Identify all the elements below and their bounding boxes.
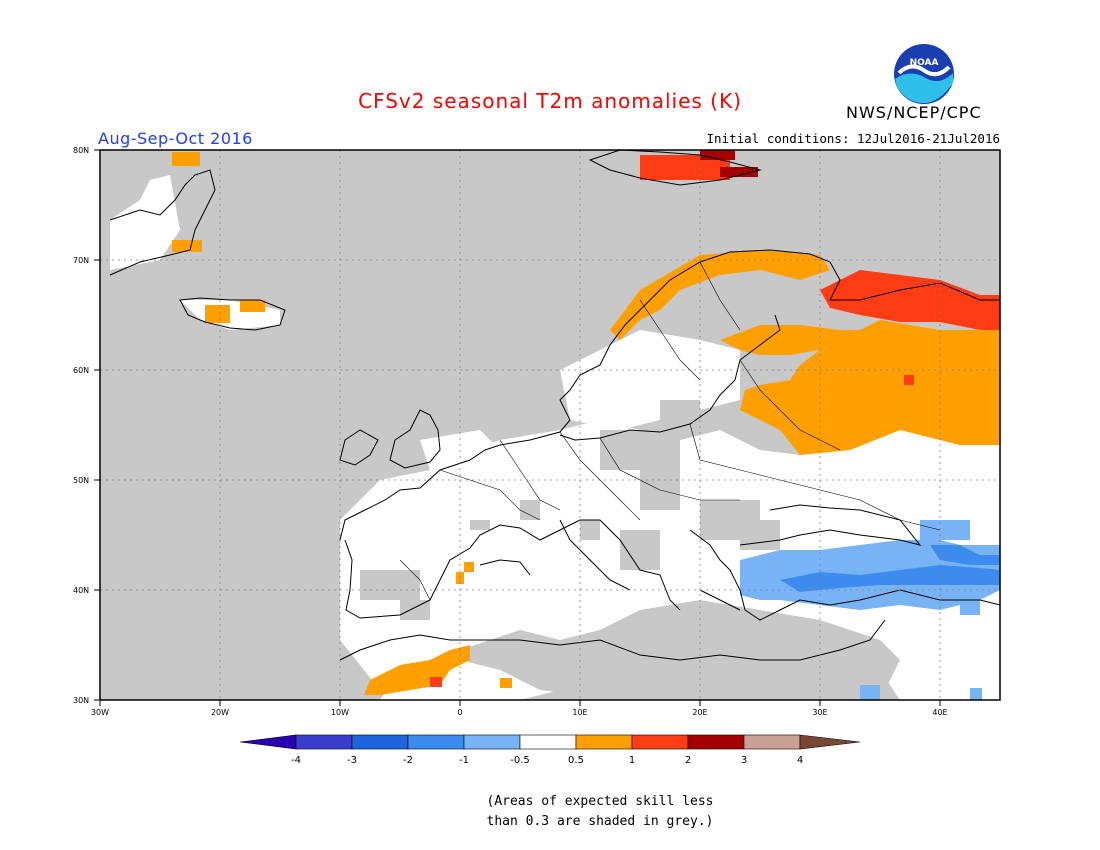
colorbar-label: -1 (459, 755, 469, 766)
colorbar-segment-2 (351, 734, 409, 750)
warm-anomaly-darkred (700, 150, 758, 177)
colorbar-label: -2 (403, 755, 413, 766)
coastlines (109, 149, 1001, 661)
tick-marks (94, 149, 941, 706)
colorbar-label: -0.5 (510, 755, 530, 766)
lon-label-0: 0 (457, 708, 462, 717)
colorbar-segment-5 (519, 734, 577, 750)
lat-label-80: 80N (73, 146, 89, 155)
cool-anomaly-blue (780, 545, 1000, 592)
colorbar-label: 4 (797, 755, 803, 766)
colorbar-label: 1 (629, 755, 635, 766)
warm-anomaly-red (430, 155, 1000, 687)
grey-patches (340, 400, 900, 700)
skill-footnote: (Areas of expected skill less than 0.3 a… (460, 792, 740, 832)
lon-label-30e: 30E (812, 708, 827, 717)
lon-label-10e: 10E (572, 708, 587, 717)
noaa-logo-text: NOAA (910, 58, 939, 68)
colorbar-labels: -4 -3 -2 -1 -0.5 0.5 1 2 3 4 (291, 755, 803, 766)
lon-label-40e: 40E (932, 708, 947, 717)
season-label: Aug-Sep-Oct 2016 (98, 129, 253, 148)
colorbar-label: -4 (291, 755, 301, 766)
colorbar-segment-9 (743, 734, 801, 750)
map-frame (99, 149, 1001, 701)
noaa-logo: NOAA (894, 44, 954, 104)
lat-label-40: 40N (73, 586, 89, 595)
lon-label-30w: 30W (91, 708, 109, 717)
colorbar-label: 0.5 (568, 755, 584, 766)
lon-label-10w: 10W (331, 708, 349, 717)
colorbar-segment-8 (687, 734, 745, 750)
chart-title: CFSv2 seasonal T2m anomalies (K) (358, 89, 742, 113)
colorbar-segment-1 (295, 734, 353, 750)
warm-anomaly-orange (172, 152, 1000, 695)
graticule (100, 150, 1000, 700)
lat-label-70: 70N (73, 256, 89, 265)
colorbar-segment-7 (631, 734, 689, 750)
lat-label-50: 50N (73, 476, 89, 485)
lon-label-20e: 20E (692, 708, 707, 717)
footnote-line-2: than 0.3 are shaded in grey.) (486, 814, 714, 829)
lon-label-20w: 20W (211, 708, 229, 717)
colorbar-label: 2 (685, 755, 691, 766)
agency-label: NWS/NCEP/CPC (846, 103, 982, 122)
colorbar-segment-0 (239, 734, 297, 750)
lat-label-60: 60N (73, 366, 89, 375)
colorbar-segment-3 (407, 734, 465, 750)
lat-label-30: 30N (73, 696, 89, 705)
colorbar-segment-10 (799, 734, 861, 750)
colorbar-label: -3 (347, 755, 357, 766)
initial-conditions: Initial conditions: 12Jul2016-21Jul2016 (706, 131, 1001, 146)
footnote-line-1: (Areas of expected skill less (486, 794, 714, 809)
colorbar-segment-6 (575, 734, 633, 750)
colorbar-label: 3 (741, 755, 747, 766)
colorbar (239, 734, 861, 750)
colorbar-segment-4 (463, 734, 521, 750)
